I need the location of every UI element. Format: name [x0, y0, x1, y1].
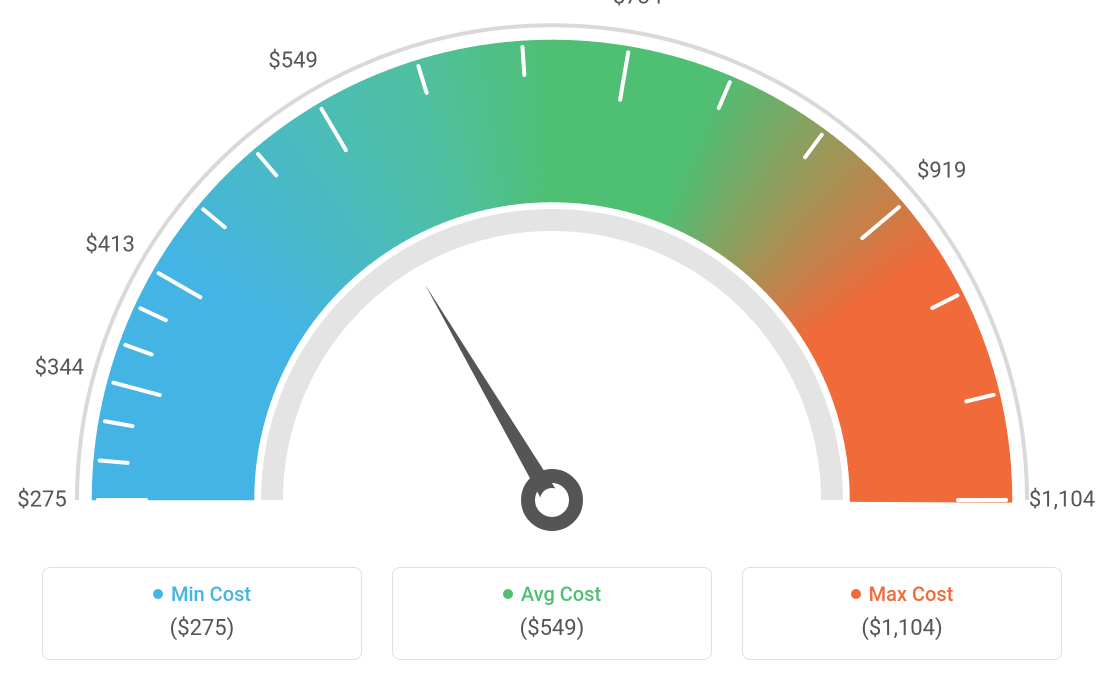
- gauge-tick-label: $413: [85, 233, 134, 258]
- gauge-tick-label: $919: [917, 159, 966, 184]
- legend-label-max: Max Cost: [869, 582, 954, 606]
- gauge-chart: $275 $344 $413 $549 $734 $919 $1,104: [0, 0, 1104, 560]
- legend-value-max: ($1,104): [753, 616, 1051, 641]
- gauge-tick-label: $275: [17, 488, 66, 513]
- gauge-tick-label: $734: [613, 0, 662, 10]
- legend-title-avg: Avg Cost: [503, 582, 601, 606]
- legend-value-min: ($275): [53, 616, 351, 641]
- gauge-tick-label: $549: [268, 48, 317, 73]
- legend-card-min: Min Cost ($275): [42, 567, 362, 660]
- legend-label-min: Min Cost: [171, 582, 251, 606]
- legend-dot-avg: [503, 589, 513, 599]
- legend-card-max: Max Cost ($1,104): [742, 567, 1062, 660]
- legend-value-avg: ($549): [403, 616, 701, 641]
- legend-label-avg: Avg Cost: [521, 582, 601, 606]
- legend-card-avg: Avg Cost ($549): [392, 567, 712, 660]
- legend-dot-max: [851, 589, 861, 599]
- legend-dot-min: [153, 589, 163, 599]
- legend-title-max: Max Cost: [851, 582, 954, 606]
- legend-row: Min Cost ($275) Avg Cost ($549) Max Cost…: [0, 567, 1104, 660]
- gauge-tick-label: $344: [35, 356, 84, 381]
- gauge-tick-label: $1,104: [1029, 488, 1095, 513]
- gauge-svg: [0, 0, 1104, 560]
- legend-title-min: Min Cost: [153, 582, 251, 606]
